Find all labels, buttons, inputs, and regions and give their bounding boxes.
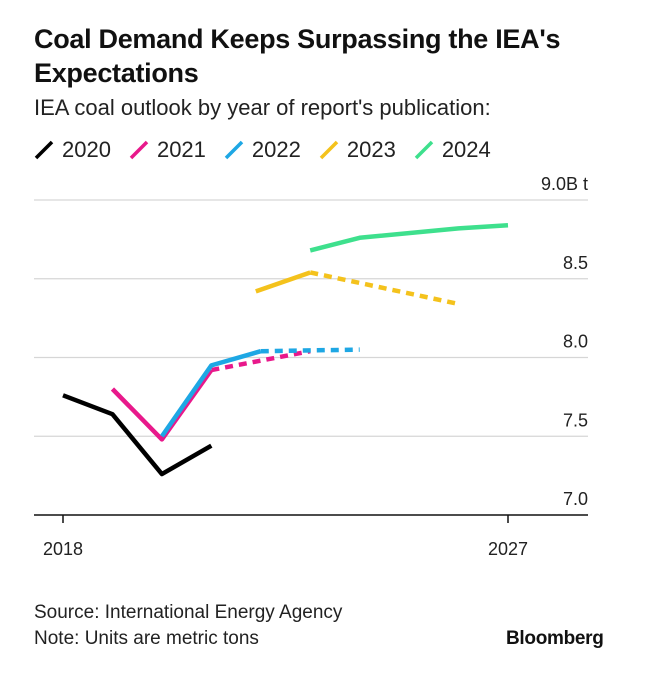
line-chart: 9.0B t 8.5 8.0 7.5 7.0 2018 2027 [34, 174, 588, 559]
legend-label-2021: 2021 [156, 137, 206, 162]
chart-subtitle: IEA coal outlook by year of report's pub… [34, 95, 491, 120]
x-tick-label: 2027 [488, 539, 528, 559]
x-tick-label: 2018 [43, 539, 83, 559]
legend-item-2022: 2022 [224, 136, 301, 164]
legend: 2020 2021 2022 2023 2024 [34, 136, 509, 164]
y-tick-label: 8.0 [563, 332, 588, 352]
y-tick-label: 7.5 [563, 410, 588, 430]
series-line-2020 [62, 393, 213, 477]
legend-item-2023: 2023 [319, 136, 396, 164]
legend-label-2023: 2023 [346, 137, 396, 162]
series-projection-2022 [260, 347, 360, 354]
y-tick-label: 7.0 [563, 489, 588, 509]
source-note: Source: International Energy Agency [34, 602, 343, 623]
legend-swatch-2021-icon [129, 140, 149, 160]
series-projection-2023 [309, 270, 460, 307]
series-line-2023 [255, 270, 311, 294]
series-line-2024 [309, 222, 509, 253]
legend-label-2024: 2024 [441, 137, 491, 162]
brand-logo: Bloomberg [506, 628, 604, 649]
legend-swatch-2024-icon [414, 140, 434, 160]
legend-label-2020: 2020 [62, 137, 111, 162]
chart-title: Coal Demand Keeps Surpassing the IEA's E… [34, 24, 561, 88]
legend-swatch-2020-icon [34, 140, 54, 160]
legend-item-2021: 2021 [129, 136, 206, 164]
footer: Source: International Energy Agency Note… [34, 600, 342, 652]
y-tick-label: 8.5 [563, 253, 588, 273]
legend-item-2020: 2020 [34, 136, 111, 164]
units-note: Note: Units are metric tons [34, 628, 259, 649]
legend-label-2022: 2022 [251, 137, 301, 162]
y-tick-label: 9.0B t [541, 174, 588, 194]
series-projection-2021 [210, 348, 311, 373]
legend-swatch-2022-icon [224, 140, 244, 160]
series-line-2021 [110, 368, 214, 442]
legend-swatch-2023-icon [319, 140, 339, 160]
series-line-2022 [160, 349, 262, 438]
legend-item-2024: 2024 [414, 136, 491, 164]
